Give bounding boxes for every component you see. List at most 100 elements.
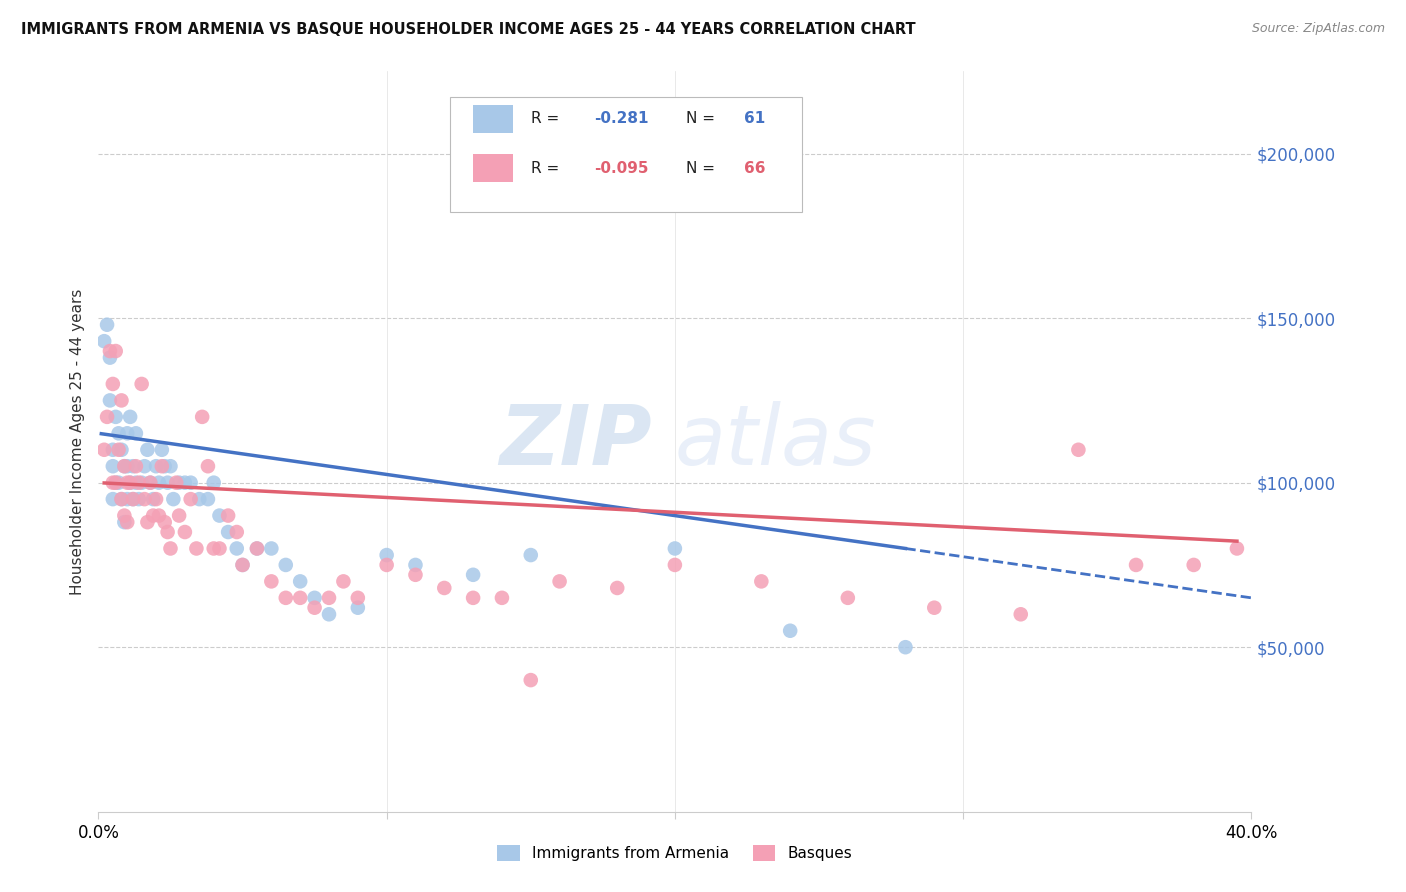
Point <box>110 492 132 507</box>
Point <box>153 459 176 474</box>
Point <box>1226 541 1249 556</box>
Point <box>260 541 283 556</box>
Text: ZIP: ZIP <box>499 401 652 482</box>
Point <box>122 459 145 474</box>
Text: N =: N = <box>686 112 716 127</box>
Point <box>375 558 398 572</box>
Point <box>142 492 165 507</box>
Point <box>162 492 184 507</box>
Text: R =: R = <box>531 112 560 127</box>
Point <box>433 581 456 595</box>
Point <box>274 558 297 572</box>
Point <box>101 376 124 391</box>
Point <box>174 475 197 490</box>
FancyBboxPatch shape <box>472 154 513 183</box>
Point <box>125 459 148 474</box>
Point <box>125 426 148 441</box>
Point <box>167 508 190 523</box>
Point <box>246 541 269 556</box>
Point <box>246 541 269 556</box>
Point <box>197 459 219 474</box>
Point <box>142 508 165 523</box>
Point <box>148 508 170 523</box>
Point <box>101 492 124 507</box>
Point <box>117 459 139 474</box>
Point <box>208 508 231 523</box>
Point <box>112 459 135 474</box>
Point <box>180 492 202 507</box>
Point <box>101 442 124 457</box>
Point <box>491 591 513 605</box>
Point <box>180 475 202 490</box>
Point <box>290 574 312 589</box>
Point <box>96 318 118 332</box>
FancyBboxPatch shape <box>450 97 801 212</box>
Point <box>120 409 142 424</box>
Point <box>779 624 801 638</box>
Point <box>1182 558 1205 572</box>
Point <box>346 591 368 605</box>
Point <box>104 475 127 490</box>
Point <box>231 558 254 572</box>
Point <box>150 459 173 474</box>
Point <box>894 640 917 655</box>
Point <box>318 607 340 622</box>
Point <box>101 459 124 474</box>
Point <box>120 475 142 490</box>
Point <box>405 567 427 582</box>
Point <box>186 541 208 556</box>
Point <box>150 442 173 457</box>
Point <box>104 344 127 359</box>
Point <box>112 459 135 474</box>
Text: R =: R = <box>531 161 560 176</box>
Point <box>188 492 211 507</box>
Point <box>346 600 368 615</box>
Point <box>131 376 153 391</box>
Point <box>122 492 145 507</box>
Point <box>120 475 142 490</box>
Point <box>1010 607 1032 622</box>
FancyBboxPatch shape <box>472 104 513 133</box>
Point <box>1067 442 1090 457</box>
Text: -0.095: -0.095 <box>595 161 648 176</box>
Text: 61: 61 <box>744 112 765 127</box>
Point <box>107 442 129 457</box>
Point <box>145 459 167 474</box>
Point <box>98 393 121 408</box>
Point <box>159 459 181 474</box>
Text: -0.281: -0.281 <box>595 112 648 127</box>
Point <box>98 351 121 365</box>
Point <box>96 409 118 424</box>
Y-axis label: Householder Income Ages 25 - 44 years: Householder Income Ages 25 - 44 years <box>69 288 84 595</box>
Point <box>139 475 162 490</box>
Point <box>461 567 484 582</box>
Point <box>110 393 132 408</box>
Point <box>128 475 150 490</box>
Point <box>98 344 121 359</box>
Point <box>134 492 156 507</box>
Point <box>664 541 686 556</box>
Point <box>290 591 312 605</box>
Point <box>112 515 135 529</box>
Point <box>405 558 427 572</box>
Point <box>664 558 686 572</box>
Point <box>318 591 340 605</box>
Point <box>375 548 398 562</box>
Point <box>924 600 946 615</box>
Point <box>274 591 297 605</box>
Point <box>606 581 628 595</box>
Point <box>145 492 167 507</box>
Point <box>461 591 484 605</box>
Point <box>117 426 139 441</box>
Point <box>117 475 139 490</box>
Point <box>202 541 225 556</box>
Legend: Immigrants from Armenia, Basques: Immigrants from Armenia, Basques <box>491 838 859 867</box>
Point <box>107 426 129 441</box>
Point <box>520 673 543 687</box>
Point <box>136 442 159 457</box>
Point <box>101 475 124 490</box>
Point <box>117 515 139 529</box>
Point <box>159 541 181 556</box>
Point <box>202 475 225 490</box>
Point <box>134 459 156 474</box>
